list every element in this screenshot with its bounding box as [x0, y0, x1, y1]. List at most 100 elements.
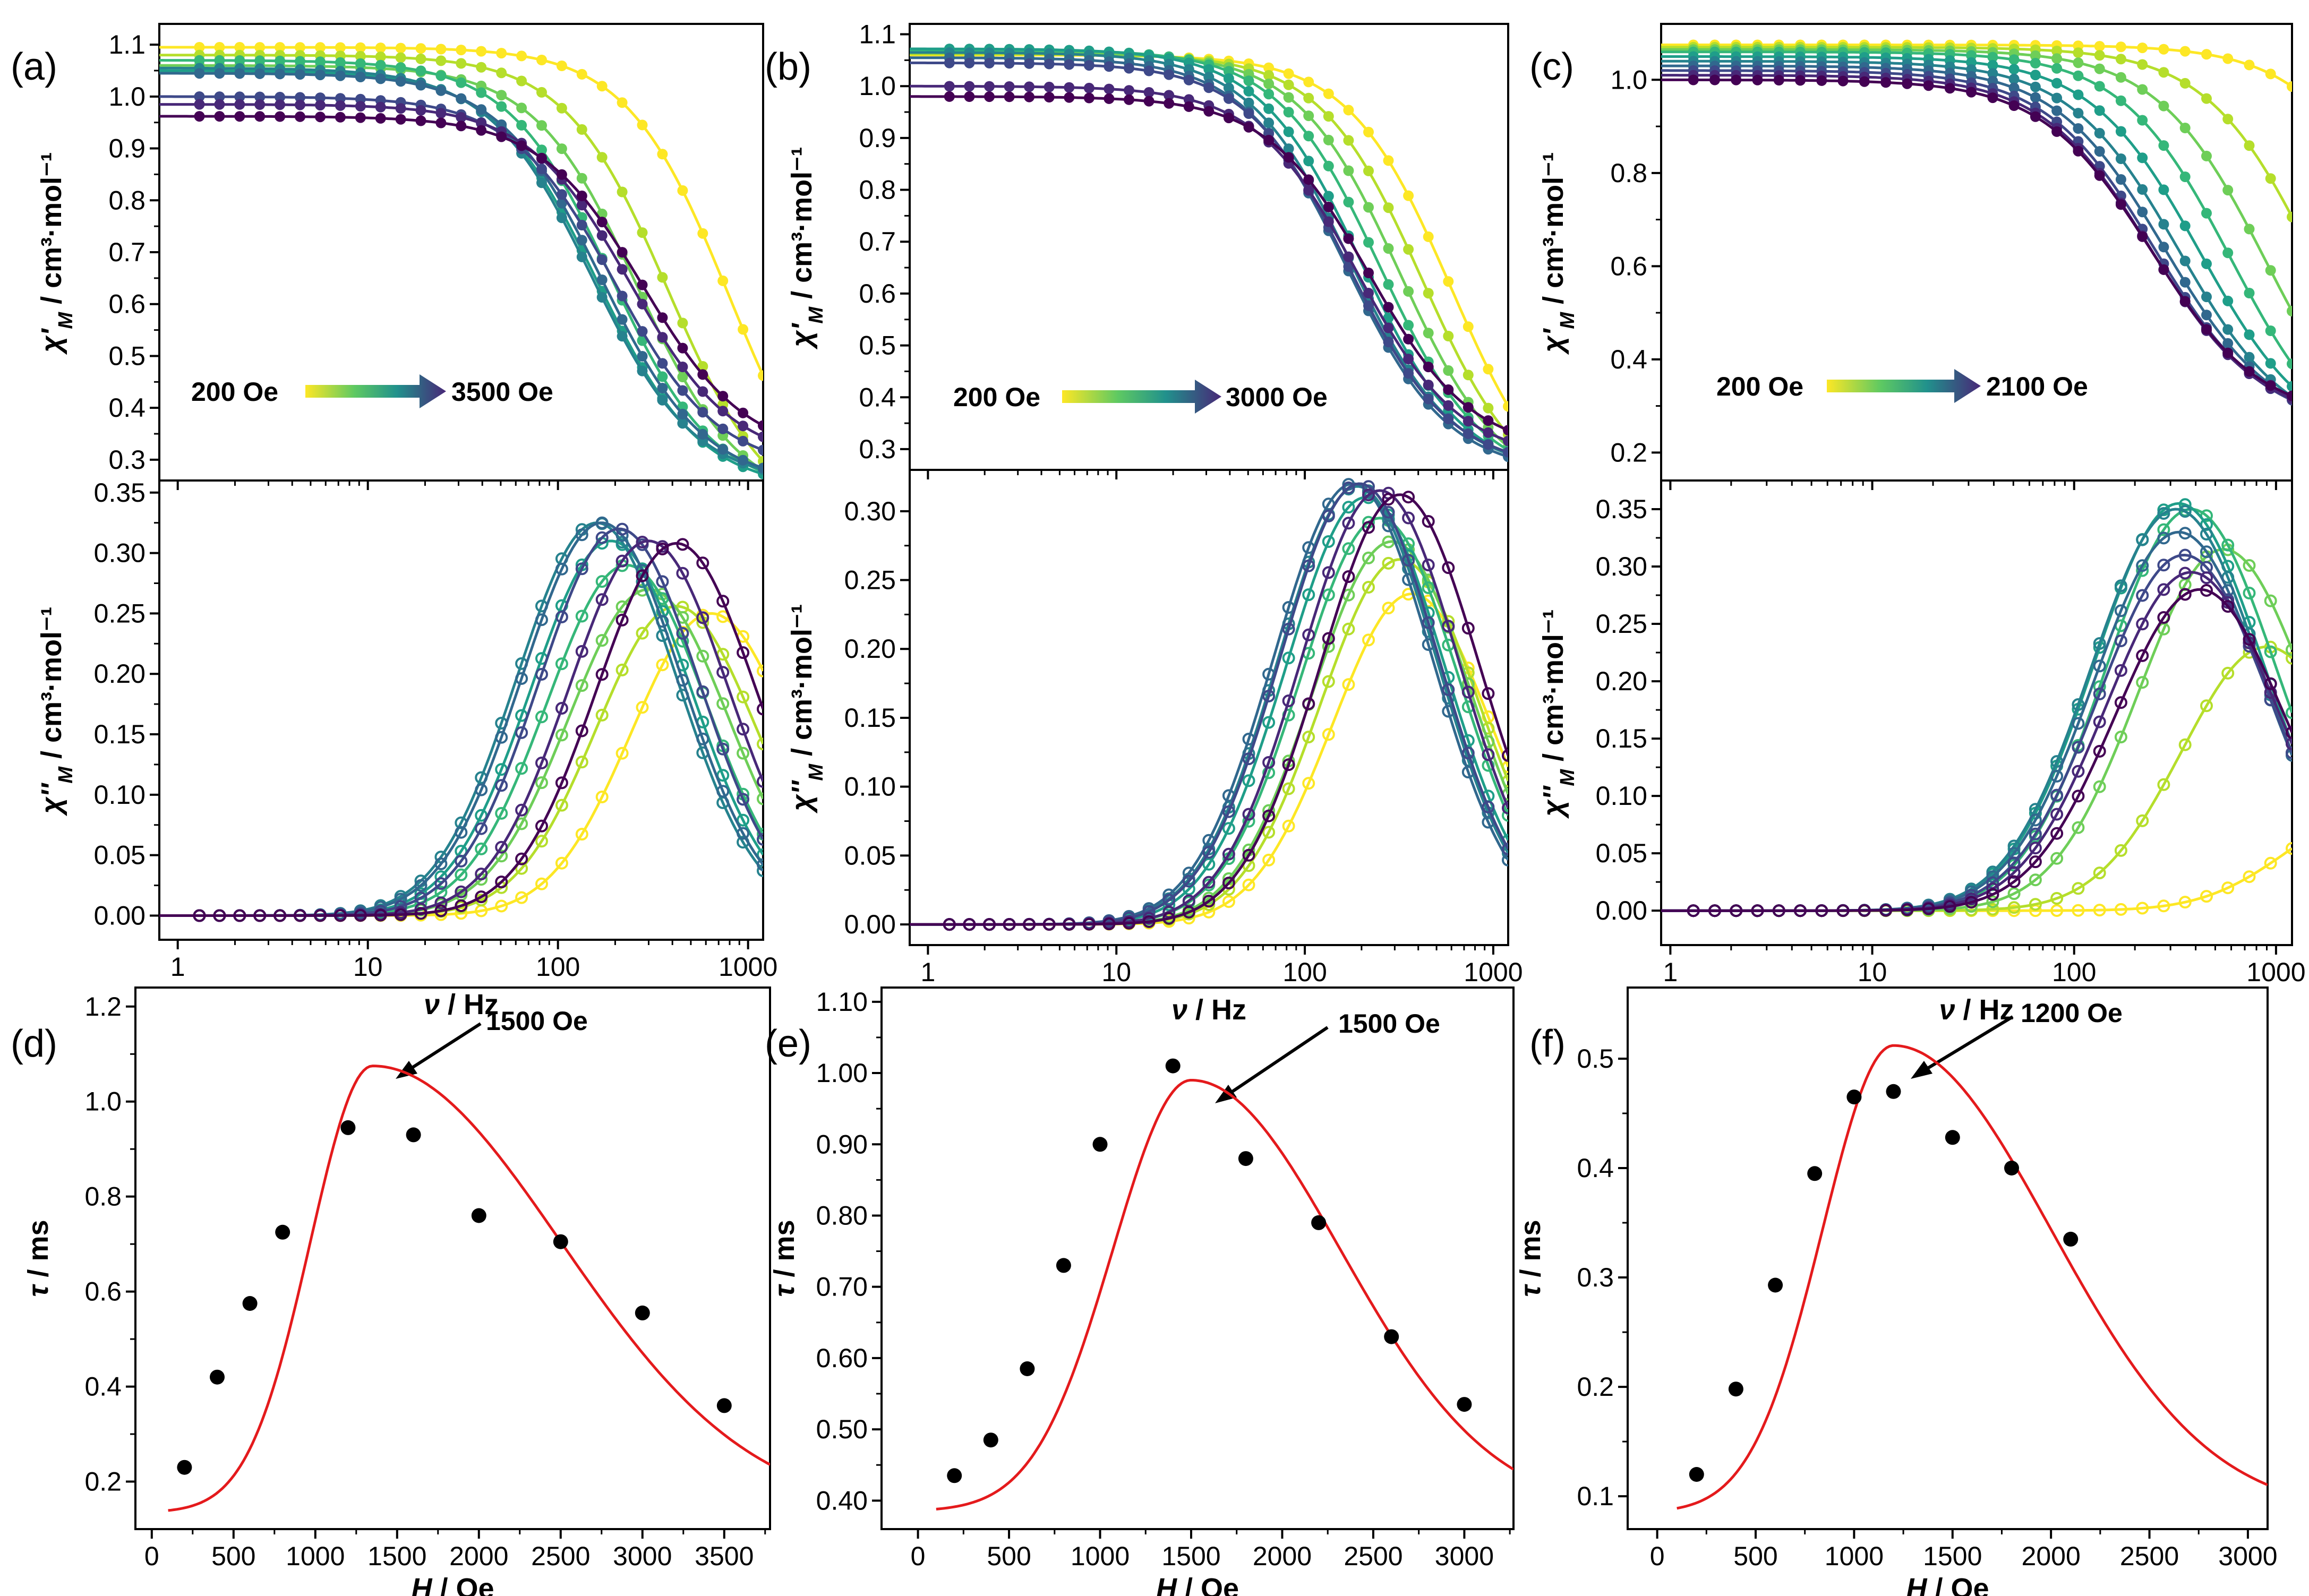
chart--f-: 0.1 0.2 0.3 0.4 0.5 0 500 1000 1500 2000 2500 3000 τ… [1515, 986, 2278, 1596]
chi-real-point [1143, 87, 1154, 98]
chi-imag-point [1461, 622, 1475, 635]
chi-imag-point [1879, 904, 1893, 917]
chi-imag-point [1302, 697, 1315, 710]
x-tick-label: 0 [1650, 1541, 1665, 1571]
y-tick-label: 0.1 [1577, 1481, 1614, 1511]
y-tick-label: 0.20 [1596, 666, 1647, 696]
chi-real-point [1403, 368, 1414, 379]
chi-real-point [964, 81, 975, 92]
chi-imag-point [2157, 899, 2170, 913]
chi-imag-point [2072, 821, 2085, 834]
chi-imag-point [2157, 583, 2170, 596]
y-tick-label: 0.3 [108, 445, 146, 475]
y-tick-label: 0.60 [816, 1343, 868, 1373]
chi-real-point [657, 358, 668, 369]
chi-imag-point [333, 909, 347, 922]
chi-imag-point [1262, 716, 1276, 729]
field-end-a: 3500 Oe [451, 377, 553, 407]
chi-real-point [275, 42, 286, 53]
chi-imag-point [555, 702, 568, 715]
y-axis-label: χ'M / cm³·mol⁻¹ [36, 152, 77, 355]
chi-imag-point [2221, 881, 2235, 895]
field-end-b: 3000 Oe [1226, 382, 1328, 412]
chi-real-point [476, 104, 487, 115]
chi-imag-point [575, 756, 588, 769]
chi-real-point [717, 444, 729, 455]
chi-real-point [556, 143, 567, 155]
x-tick-label: 2500 [531, 1541, 590, 1571]
chi-imag-point [615, 522, 629, 536]
chi-real-point [2158, 140, 2169, 151]
chi-real-point [1044, 58, 1055, 70]
x-tick-label: 10 [1101, 957, 1131, 987]
chi-real-point [536, 152, 547, 164]
chi-imag-point [2264, 594, 2277, 607]
chi-real-point [1483, 427, 1494, 438]
chi-imag-point [535, 757, 548, 769]
chi-imag-point [2050, 769, 2064, 783]
chi-real-point [2201, 93, 2212, 104]
chi-real-point [1503, 447, 1508, 458]
chi-real-point [1483, 439, 1494, 450]
chi-real-point [758, 420, 763, 431]
chi-real-point [335, 111, 346, 123]
chi-real-point [2051, 92, 2063, 104]
chi-real-point [1223, 73, 1234, 84]
chi-real-point [1752, 74, 1763, 85]
y-tick-label: 0.40 [816, 1486, 868, 1515]
chi-real-point [1303, 156, 1314, 167]
chi-imag-point [2136, 559, 2149, 572]
data-point [553, 1234, 568, 1249]
chi-real-point [1463, 416, 1474, 427]
x-tick-label: 500 [211, 1541, 255, 1571]
panel-label-c: (c) [1529, 46, 1574, 88]
chi-real-point [375, 73, 386, 84]
y-tick-label: 0.00 [844, 909, 896, 939]
chi-real-point [355, 42, 366, 53]
chi-real-point [476, 46, 487, 57]
chi-real-point [2030, 111, 2041, 122]
chi-imag-point [2136, 814, 2149, 827]
axes-frame [880, 986, 1515, 1530]
chi-real-point [984, 81, 995, 92]
chi-imag-point [737, 827, 750, 840]
chi-imag-point [1322, 588, 1335, 602]
chi-real-point [2073, 89, 2084, 100]
chi-imag-point [1222, 822, 1235, 835]
chart--b-bottom: 0.00 0.05 0.10 0.15 0.20 0.25 0.30 1 10 100 1000 χ'… [786, 469, 1523, 1026]
y-tick-label: 0.5 [859, 331, 896, 361]
chi-imag-point [2286, 746, 2292, 759]
chi-imag-point [1222, 847, 1235, 861]
chi-imag-point [963, 918, 976, 931]
chi-imag-point [2050, 892, 2064, 905]
chi-real-point [1323, 216, 1334, 227]
chi-imag-point [716, 595, 730, 608]
y-tick-label: 0.2 [1577, 1372, 1614, 1402]
chi-real-point [556, 189, 567, 200]
chi-real-point [295, 99, 305, 110]
chi-imag-point [455, 854, 468, 868]
chi-imag-point [983, 918, 996, 931]
chi-imag-point [1202, 846, 1216, 859]
x-tick-label: 1000 [1071, 1541, 1130, 1571]
chi-imag-point [1202, 857, 1216, 871]
chi-real-point [2137, 207, 2148, 218]
chi-real-point [617, 247, 628, 258]
chi-real-point [1323, 111, 1334, 122]
chi-imag-point [2286, 842, 2292, 855]
chi-imag-point [2029, 827, 2042, 840]
chi-imag-point [434, 896, 448, 909]
x-tick-label: 100 [2052, 957, 2096, 987]
chi-real-point [1064, 59, 1075, 70]
chi-imag-point [1382, 556, 1395, 570]
chi-imag-point [2114, 731, 2127, 744]
chi-real-point [2137, 42, 2148, 54]
chi-imag-point [1242, 878, 1255, 891]
chi-real-point [435, 108, 447, 119]
chi-imag-point [2093, 659, 2106, 673]
chi-real-point [395, 76, 406, 87]
chi-real-curve [159, 72, 763, 469]
chi-real-point [375, 52, 386, 62]
chi-real-point [516, 102, 527, 114]
chi-imag-point [1362, 581, 1375, 594]
